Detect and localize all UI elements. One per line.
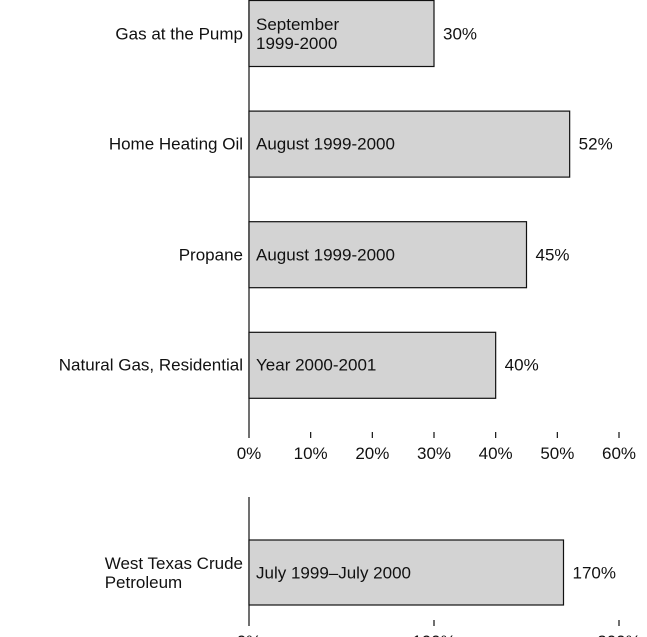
value-label: 52% xyxy=(578,134,613,154)
x-tick-label: 20% xyxy=(355,444,390,463)
value-label: 30% xyxy=(443,24,478,43)
x-tick-label: 30% xyxy=(416,444,452,463)
bar-label: Year 2000-2001 xyxy=(256,355,377,375)
category-label: West Texas Crude Petroleum xyxy=(104,553,243,592)
bar xyxy=(248,110,571,178)
category-label: Home Heating Oil xyxy=(108,134,243,154)
bar xyxy=(248,0,435,68)
bar xyxy=(248,331,497,399)
x-tick-label: 100% xyxy=(412,632,455,637)
x-tick-label: 0% xyxy=(237,632,262,637)
value-label: 170% xyxy=(572,563,616,582)
x-tick-label: 0% xyxy=(236,444,262,463)
x-tick-label: 40% xyxy=(478,444,513,463)
value-label: 45% xyxy=(535,245,570,265)
bar-label: July 1999–July 2000 xyxy=(256,563,412,582)
category-label: Natural Gas, Residential xyxy=(58,355,243,375)
category-label: Gas at the Pump xyxy=(115,24,243,43)
bar xyxy=(248,221,528,289)
bar xyxy=(248,539,565,606)
x-tick-label: 10% xyxy=(293,444,328,463)
x-tick-label: 60% xyxy=(601,444,637,463)
bar-label: September 1999-2000 xyxy=(256,14,340,53)
value-label: 40% xyxy=(504,355,539,375)
bar-label: August 1999-2000 xyxy=(256,134,395,154)
category-label: Propane xyxy=(178,245,243,265)
x-tick-label: 200% xyxy=(597,632,640,637)
x-tick-label: 50% xyxy=(540,444,575,463)
bar-label: August 1999-2000 xyxy=(256,245,395,265)
